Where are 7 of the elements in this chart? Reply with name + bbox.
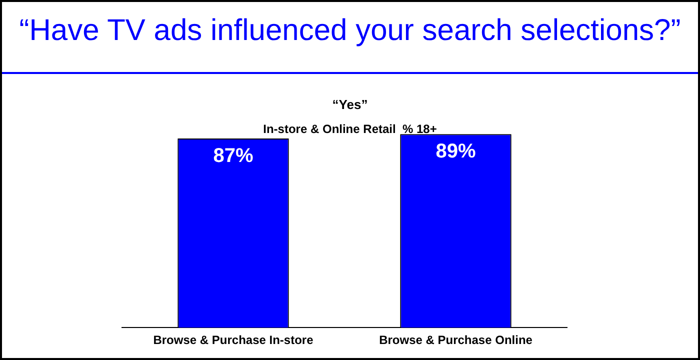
data-label: 87% bbox=[213, 145, 254, 168]
x-tick-label: Browse & Purchase In-store bbox=[153, 333, 314, 348]
annotation: In-store & Online Retail % 18+ bbox=[262, 122, 438, 136]
chart-subtitle: “Yes” bbox=[331, 97, 369, 112]
x-tick-label: Browse & Purchase Online bbox=[379, 333, 533, 348]
data-label: 89% bbox=[436, 140, 476, 163]
chart-title: “Have TV ads influenced your search selections?” bbox=[18, 14, 682, 48]
